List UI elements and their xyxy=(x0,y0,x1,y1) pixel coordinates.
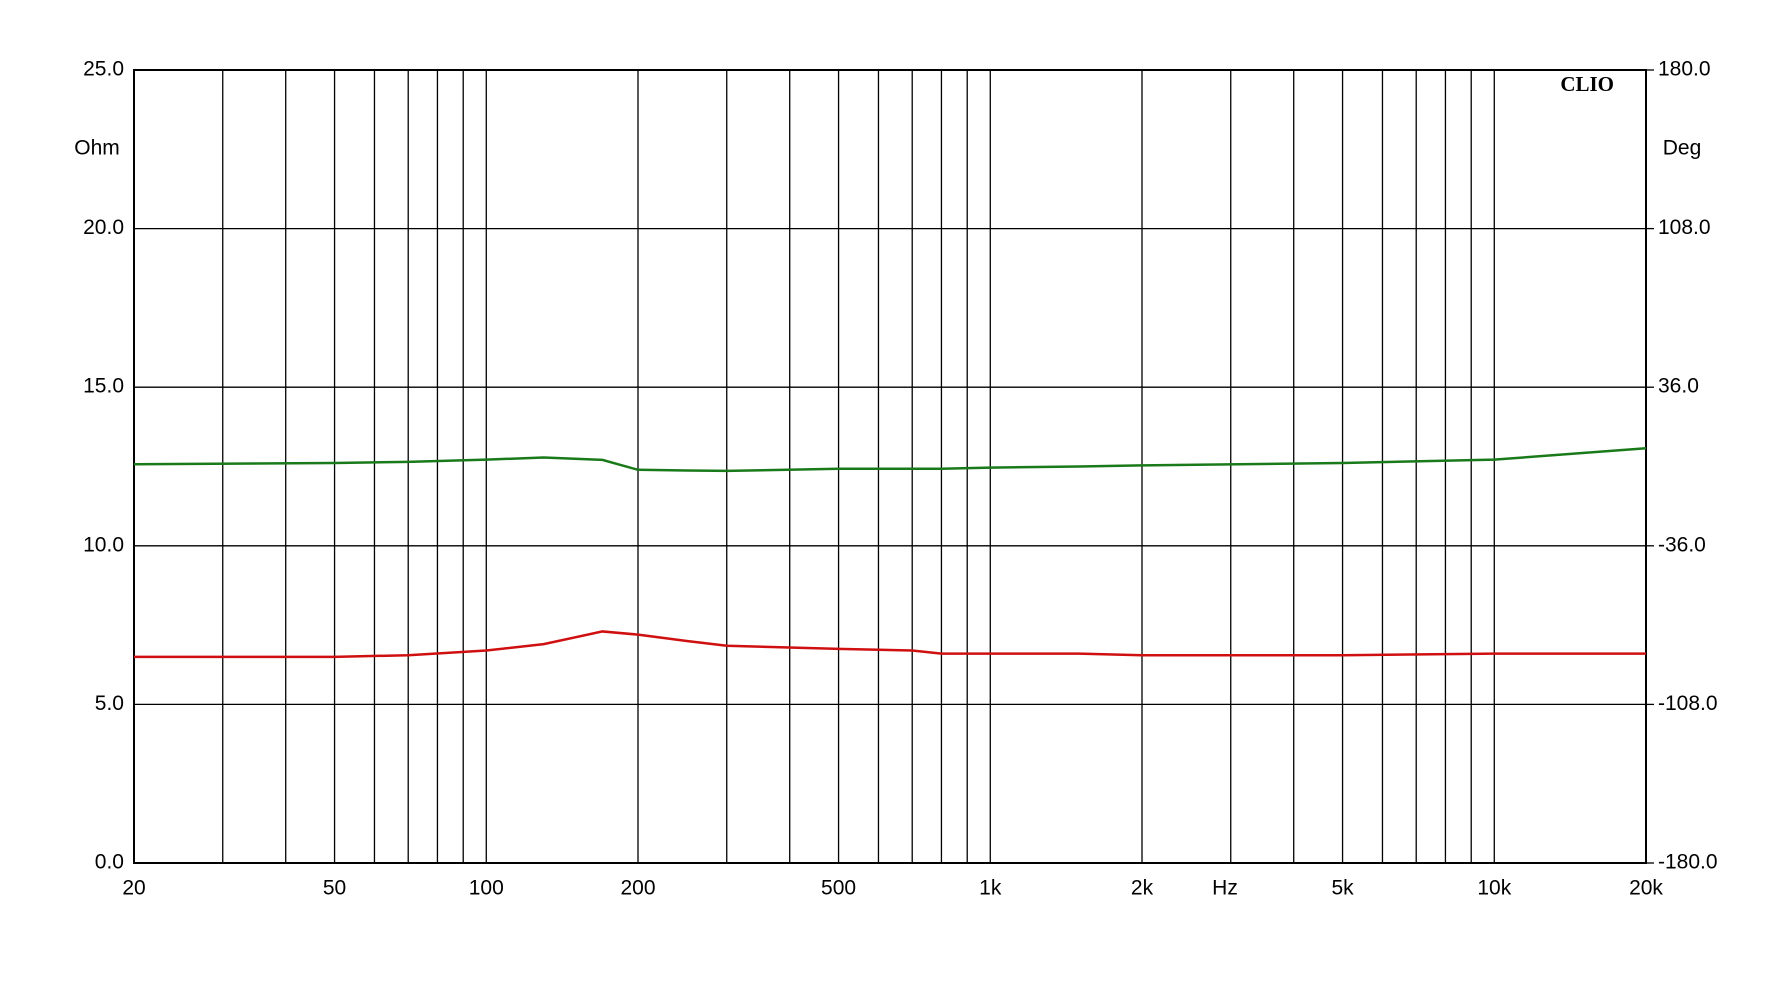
y2-tick-label: 108.0 xyxy=(1658,216,1711,239)
y2-tick-label: -36.0 xyxy=(1658,533,1706,556)
x-tick-label: 100 xyxy=(469,877,504,900)
x-tick-label: 20 xyxy=(122,877,145,900)
y2-tick-label: 180.0 xyxy=(1658,58,1711,81)
y-tick-label: 5.0 xyxy=(95,692,124,715)
x-axis-label: Hz xyxy=(1212,877,1238,900)
y-tick-label: 10.0 xyxy=(83,533,124,556)
y-tick-label: 20.0 xyxy=(83,216,124,239)
y-tick-label: 25.0 xyxy=(83,58,124,81)
x-tick-label: 200 xyxy=(620,877,655,900)
y2-axis-label: Deg xyxy=(1663,137,1702,160)
y2-tick-label: -180.0 xyxy=(1658,851,1718,874)
y-tick-label: 0.0 xyxy=(95,851,124,874)
series-line xyxy=(134,630,1646,659)
x-tick-label: 50 xyxy=(323,877,346,900)
series-line xyxy=(133,446,1647,473)
x-tick-label: 500 xyxy=(821,877,856,900)
x-tick-label: 5k xyxy=(1331,877,1354,900)
x-tick-label: 2k xyxy=(1131,877,1154,900)
y-axis-label: Ohm xyxy=(74,137,120,160)
plot-frame xyxy=(133,69,1647,864)
y2-tick-label: -108.0 xyxy=(1658,692,1718,715)
x-tick-label: 20k xyxy=(1629,877,1663,900)
annotation: CLIO xyxy=(1560,72,1614,96)
x-tick-label: 1k xyxy=(979,877,1002,900)
y2-tick-label: 36.0 xyxy=(1658,375,1699,398)
x-tick-label: 10k xyxy=(1477,877,1511,900)
y-tick-label: 15.0 xyxy=(83,375,124,398)
